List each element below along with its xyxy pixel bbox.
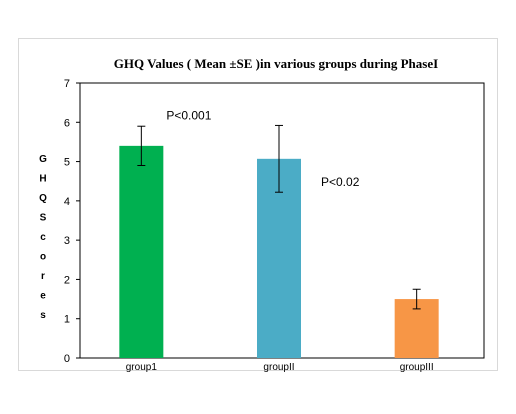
x-category-label: groupII — [263, 362, 294, 373]
y-axis-label-letter: r — [41, 271, 45, 282]
chart-title: GHQ Values ( Mean ±SE )in various groups… — [114, 56, 438, 71]
y-axis-label-letter: G — [39, 154, 47, 165]
x-category-label: groupIII — [400, 362, 434, 373]
y-tick-label: 1 — [64, 314, 70, 326]
y-tick-label: 6 — [64, 117, 70, 129]
y-axis-label-letter: o — [40, 252, 46, 263]
y-axis-label-letter: H — [39, 174, 46, 185]
y-tick-label: 5 — [64, 157, 70, 169]
y-tick-label: 7 — [64, 78, 70, 90]
y-axis-label-letter: c — [40, 232, 46, 243]
x-category-label: group1 — [126, 362, 158, 373]
p-value-annotation: P<0.02 — [321, 175, 360, 189]
p-value-annotation: P<0.001 — [166, 109, 211, 123]
y-axis-label-letter: Q — [39, 193, 47, 204]
bar — [119, 145, 164, 358]
y-tick-label: 4 — [64, 196, 70, 208]
y-axis-label-letter: s — [40, 310, 46, 321]
y-axis-label-letter: S — [40, 213, 47, 224]
y-axis-label-letter: e — [40, 291, 46, 302]
y-tick-label: 0 — [64, 353, 70, 365]
y-tick-label: 2 — [64, 274, 70, 286]
y-tick-label: 3 — [64, 235, 70, 247]
